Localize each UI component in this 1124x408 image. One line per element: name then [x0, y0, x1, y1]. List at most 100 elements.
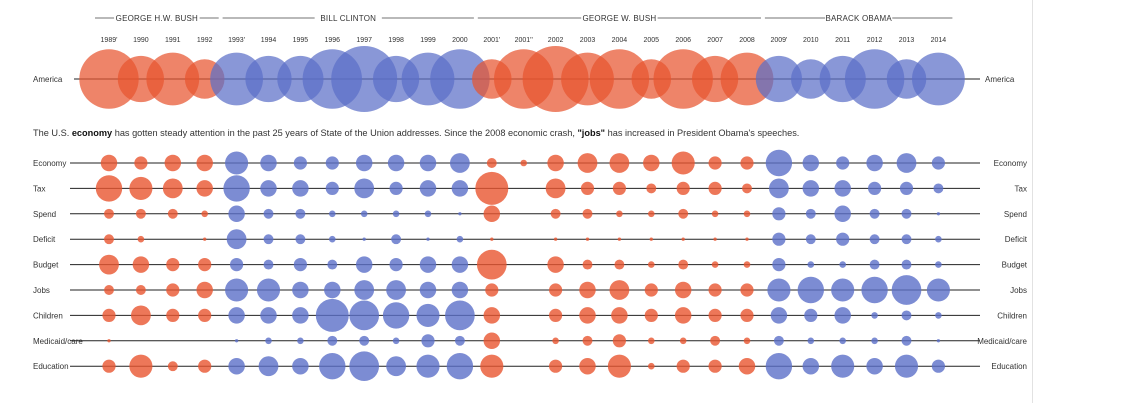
topic-bubble — [926, 278, 950, 302]
topic-bubble — [648, 362, 655, 370]
topic-bubble — [387, 154, 405, 172]
topic-bubble — [297, 337, 304, 345]
topic-row: Budget Budget — [33, 249, 1028, 280]
topic-bubble — [137, 235, 145, 243]
topic-bubble — [871, 312, 878, 319]
topic-bubble — [458, 212, 462, 216]
president-header: GEORGE H.W. BUSH BILL CLINTON GEORGE W. BU… — [95, 14, 953, 23]
topic-bubble — [708, 156, 722, 170]
topic-bubble — [260, 307, 277, 324]
topic-bubble — [868, 181, 882, 195]
topic-bubble — [196, 281, 213, 299]
year-tick-label: 2003 — [580, 37, 596, 44]
topic-bubble — [354, 178, 375, 199]
topic-bubble — [445, 300, 475, 331]
year-tick-label: 1991 — [165, 37, 181, 44]
topic-bubble — [104, 208, 114, 219]
row-label-left: Spend — [33, 210, 56, 219]
topic-bubble — [100, 154, 118, 172]
topic-bubble — [869, 259, 880, 270]
topic-bubble — [550, 208, 561, 219]
row-label-left: America — [33, 75, 63, 84]
row-label-right: Deficit — [1005, 235, 1028, 244]
bubble-chart: GEORGE H.W. BUSH BILL CLINTON GEORGE W. BU… — [33, 14, 1028, 382]
caption-bold-economy: economy — [71, 128, 113, 138]
topic-bubble — [293, 258, 307, 272]
topic-bubble — [579, 357, 596, 375]
topic-bubble — [582, 208, 593, 219]
topic-bubble — [609, 153, 630, 173]
topic-bubble — [225, 151, 249, 175]
topic-bubble — [382, 302, 410, 329]
topic-bubble — [549, 308, 563, 322]
caption-bold-jobs: "jobs" — [577, 128, 606, 138]
america-bubble — [146, 52, 200, 106]
row-label-right: Jobs — [1010, 286, 1027, 295]
topic-bubble — [582, 335, 593, 346]
topic-bubble — [263, 208, 274, 219]
topic-bubble — [228, 357, 245, 375]
topic-bubble — [611, 307, 628, 324]
topic-bubble — [196, 154, 213, 172]
topic-bubble — [836, 156, 850, 170]
president-label: GEORGE W. BUSH — [582, 14, 656, 23]
topic-bubble — [355, 154, 373, 172]
year-tick-label: 2000 — [452, 37, 468, 44]
topic-bubble — [258, 356, 279, 377]
topic-bubble — [743, 337, 751, 345]
topic-bubble — [265, 337, 272, 345]
topic-bubble — [708, 283, 722, 297]
topic-bubble — [770, 307, 788, 324]
topic-bubble — [260, 154, 277, 172]
year-tick-label: 2012 — [867, 37, 883, 44]
america-bubble — [755, 55, 803, 103]
topic-bubble — [485, 283, 499, 297]
topic-bubble — [807, 261, 815, 268]
topic-bubble — [869, 208, 880, 219]
topic-bubble — [901, 208, 912, 219]
topic-bubble — [131, 305, 151, 326]
topic-bubble — [520, 159, 527, 167]
topic-bubble — [805, 208, 816, 219]
topic-bubble — [292, 281, 309, 299]
year-tick-label: 1995 — [293, 37, 309, 44]
topic-bubble — [392, 210, 400, 218]
topic-bubble — [616, 210, 623, 218]
year-tick-label: 2009' — [770, 37, 787, 44]
topic-bubble — [135, 208, 146, 219]
topic-bubble — [392, 337, 400, 345]
year-tick-label: 2006 — [675, 37, 691, 44]
topic-bubble — [132, 256, 150, 273]
topic-bubble — [708, 359, 722, 373]
row-label-left: Budget — [33, 261, 59, 270]
topic-bubble — [711, 210, 719, 218]
topic-bubble — [325, 181, 339, 195]
topic-bubble — [134, 156, 148, 170]
topic-bubble — [648, 210, 655, 218]
topic-row: Spend Spend — [33, 205, 1027, 223]
topic-bubble — [933, 183, 944, 194]
topic-bubble — [834, 180, 851, 197]
chart-caption: The U.S. economy has gotten steady atten… — [33, 128, 1023, 138]
topic-bubble — [490, 237, 494, 241]
row-label-right: Budget — [1002, 261, 1028, 270]
topic-bubble — [674, 281, 692, 299]
topic-bubble — [483, 205, 501, 223]
topic-bubble — [456, 235, 464, 243]
topic-bubble — [198, 308, 212, 322]
topic-bubble — [166, 283, 180, 297]
topic-bubble — [95, 175, 123, 202]
year-tick-label: 2014 — [931, 37, 947, 44]
topic-bubble — [935, 235, 942, 243]
topic-bubble — [295, 234, 306, 245]
topic-bubble — [228, 205, 245, 223]
topic-bubble — [419, 180, 437, 197]
year-axis: 1989' 1990 1991 1992 1993' 1994 1995 1996 1997 19… — [101, 37, 947, 44]
topic-bubble — [327, 259, 338, 270]
topic-bubble — [649, 237, 653, 241]
row-label-left: Deficit — [33, 235, 56, 244]
topic-bubble — [292, 307, 309, 324]
topic-bubble — [802, 154, 820, 172]
topic-bubble — [643, 154, 660, 172]
